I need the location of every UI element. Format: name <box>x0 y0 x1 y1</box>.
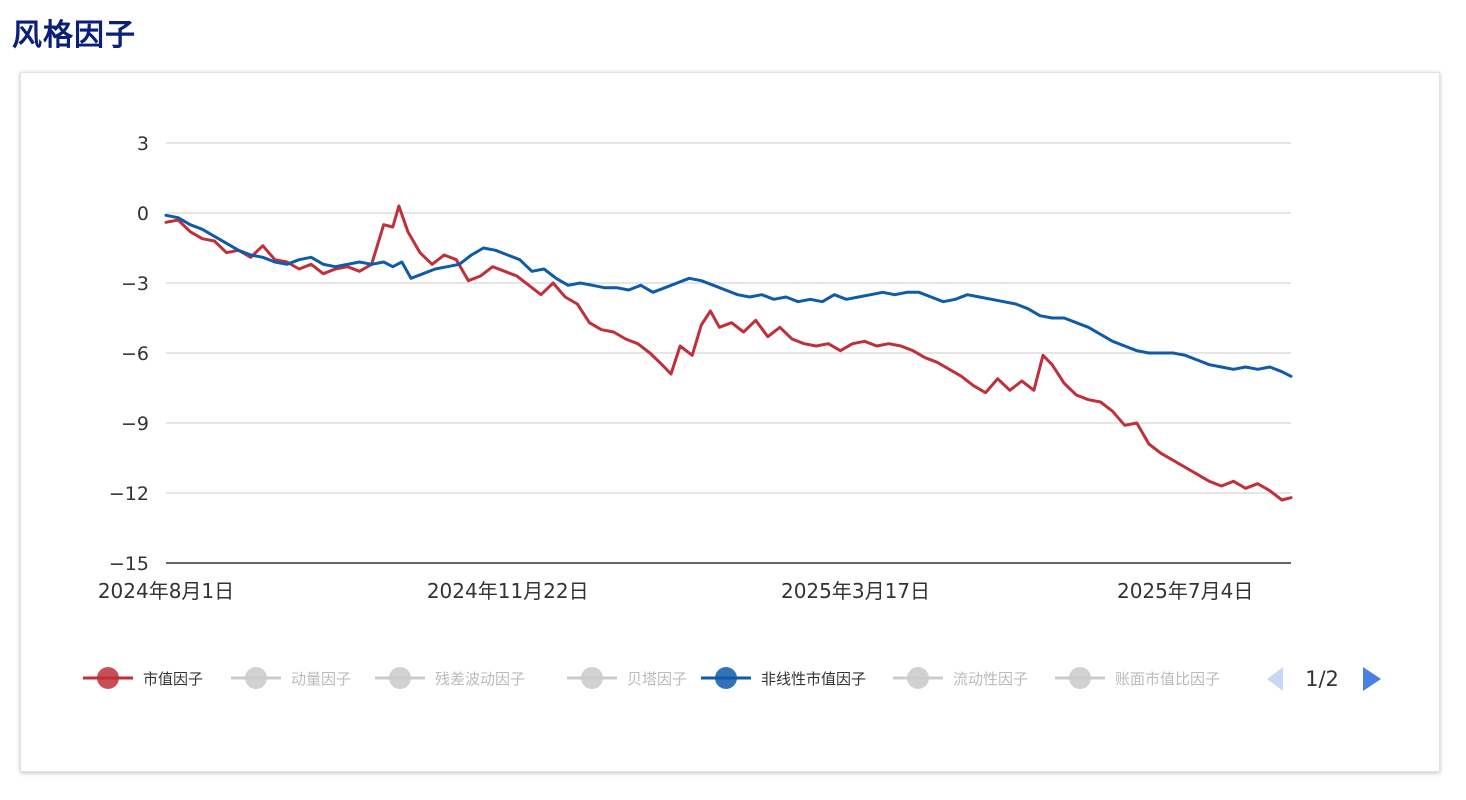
legend-marker-icon <box>715 667 737 689</box>
legend-marker-icon <box>389 667 411 689</box>
x-tick-label: 2025年3月17日 <box>781 579 930 603</box>
legend-item[interactable]: 账面市值比因子 <box>1055 667 1220 689</box>
legend-marker-icon <box>97 667 119 689</box>
legend-marker-icon <box>907 667 929 689</box>
legend-label: 残差波动因子 <box>435 670 525 688</box>
legend: 市值因子 动量因子 残差波动因子 贝塔因子 非线性市值因子 流动性因子 账面市值比因子 <box>83 667 1220 689</box>
legend-label: 非线性市值因子 <box>761 670 866 688</box>
page-title: 风格因子 <box>12 18 136 53</box>
y-tick-label: −15 <box>109 553 149 575</box>
legend-item[interactable]: 非线性市值因子 <box>701 667 866 689</box>
legend-label: 账面市值比因子 <box>1115 670 1220 688</box>
y-tick-label: −12 <box>109 483 149 505</box>
legend-label: 流动性因子 <box>953 670 1028 688</box>
triangle-right-icon[interactable] <box>1363 667 1381 691</box>
y-tick-label: −6 <box>121 343 149 365</box>
series-line-1 <box>164 204 1293 502</box>
x-tick-label: 2025年7月4日 <box>1117 579 1253 603</box>
series-lines <box>164 204 1293 502</box>
line-chart: 3 0 −3 −6 −9 −12 −15 2024年8月1日 2024年11月22日 2025年… <box>83 133 1381 691</box>
y-tick-label: −3 <box>121 273 149 295</box>
legend-marker-icon <box>245 667 267 689</box>
y-axis-ticks: 3 0 −3 −6 −9 −12 −15 <box>109 133 149 575</box>
series-line-2 <box>164 213 1293 378</box>
x-axis-ticks: 2024年8月1日 2024年11月22日 2025年3月17日 2025年7月4日 <box>98 579 1254 603</box>
legend-pager: 1/2 <box>1267 667 1381 691</box>
legend-marker-icon <box>581 667 603 689</box>
prev-page-shape <box>1267 667 1283 691</box>
chart-card: 3 0 −3 −6 −9 −12 −15 2024年8月1日 2024年11月22日 2025年… <box>20 72 1440 772</box>
legend-item[interactable]: 残差波动因子 <box>375 667 525 689</box>
pager-text: 1/2 <box>1305 667 1339 691</box>
legend-label: 动量因子 <box>291 670 351 688</box>
next-page-shape <box>1363 667 1381 691</box>
x-tick-label: 2024年11月22日 <box>427 579 589 603</box>
legend-item[interactable]: 动量因子 <box>231 667 351 689</box>
legend-label: 市值因子 <box>143 670 203 688</box>
legend-item[interactable]: 市值因子 <box>83 667 203 689</box>
y-tick-label: 3 <box>137 133 149 155</box>
legend-label: 贝塔因子 <box>627 670 687 688</box>
y-tick-label: 0 <box>137 203 149 225</box>
legend-item[interactable]: 贝塔因子 <box>567 667 687 689</box>
x-tick-label: 2024年8月1日 <box>98 579 234 603</box>
y-tick-label: −9 <box>121 413 149 435</box>
triangle-left-icon[interactable] <box>1267 667 1283 691</box>
legend-item[interactable]: 流动性因子 <box>893 667 1028 689</box>
legend-marker-icon <box>1069 667 1091 689</box>
grid-lines <box>166 142 1291 564</box>
